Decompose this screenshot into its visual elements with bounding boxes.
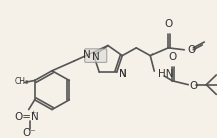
FancyBboxPatch shape bbox=[85, 49, 107, 62]
Text: O⁻: O⁻ bbox=[23, 128, 36, 138]
Text: O: O bbox=[189, 81, 197, 91]
Text: O: O bbox=[164, 19, 172, 29]
Text: O: O bbox=[168, 52, 176, 62]
Text: N: N bbox=[92, 52, 100, 62]
Text: HN: HN bbox=[158, 69, 174, 79]
Text: N: N bbox=[119, 69, 127, 79]
Text: N: N bbox=[119, 69, 127, 79]
Text: CH₃: CH₃ bbox=[15, 77, 29, 86]
Text: N: N bbox=[83, 50, 91, 60]
Text: +: + bbox=[31, 110, 36, 115]
Text: O=N: O=N bbox=[14, 112, 39, 122]
Text: O: O bbox=[187, 45, 195, 55]
